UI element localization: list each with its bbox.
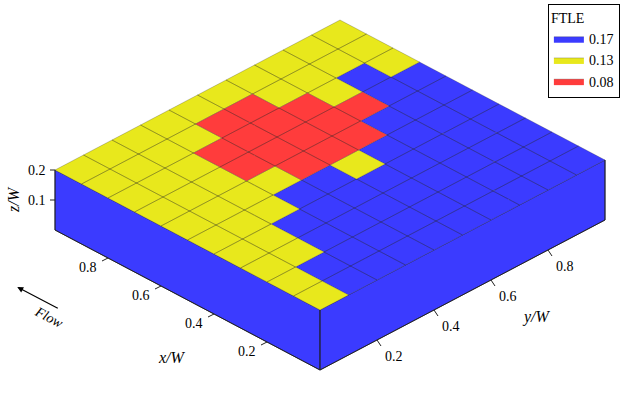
svg-text:0.4: 0.4 bbox=[185, 316, 203, 331]
svg-text:0.2: 0.2 bbox=[28, 163, 46, 178]
svg-text:0.08: 0.08 bbox=[589, 75, 614, 90]
svg-text:FTLE: FTLE bbox=[551, 11, 584, 26]
svg-text:0.1: 0.1 bbox=[28, 193, 46, 208]
svg-text:y/W: y/W bbox=[522, 308, 551, 326]
svg-text:0.6: 0.6 bbox=[132, 288, 150, 303]
svg-text:x/W: x/W bbox=[158, 349, 186, 366]
svg-text:0.17: 0.17 bbox=[589, 32, 614, 47]
svg-text:0.8: 0.8 bbox=[556, 259, 574, 274]
svg-text:Flow: Flow bbox=[32, 304, 66, 332]
svg-text:0.2: 0.2 bbox=[385, 349, 403, 364]
svg-text:0.6: 0.6 bbox=[499, 289, 517, 304]
svg-text:0.4: 0.4 bbox=[442, 319, 460, 334]
svg-text:0.2: 0.2 bbox=[238, 344, 256, 359]
svg-text:0.13: 0.13 bbox=[589, 53, 614, 68]
svg-text:0.8: 0.8 bbox=[79, 260, 97, 275]
svg-text:z/W: z/W bbox=[5, 186, 22, 213]
